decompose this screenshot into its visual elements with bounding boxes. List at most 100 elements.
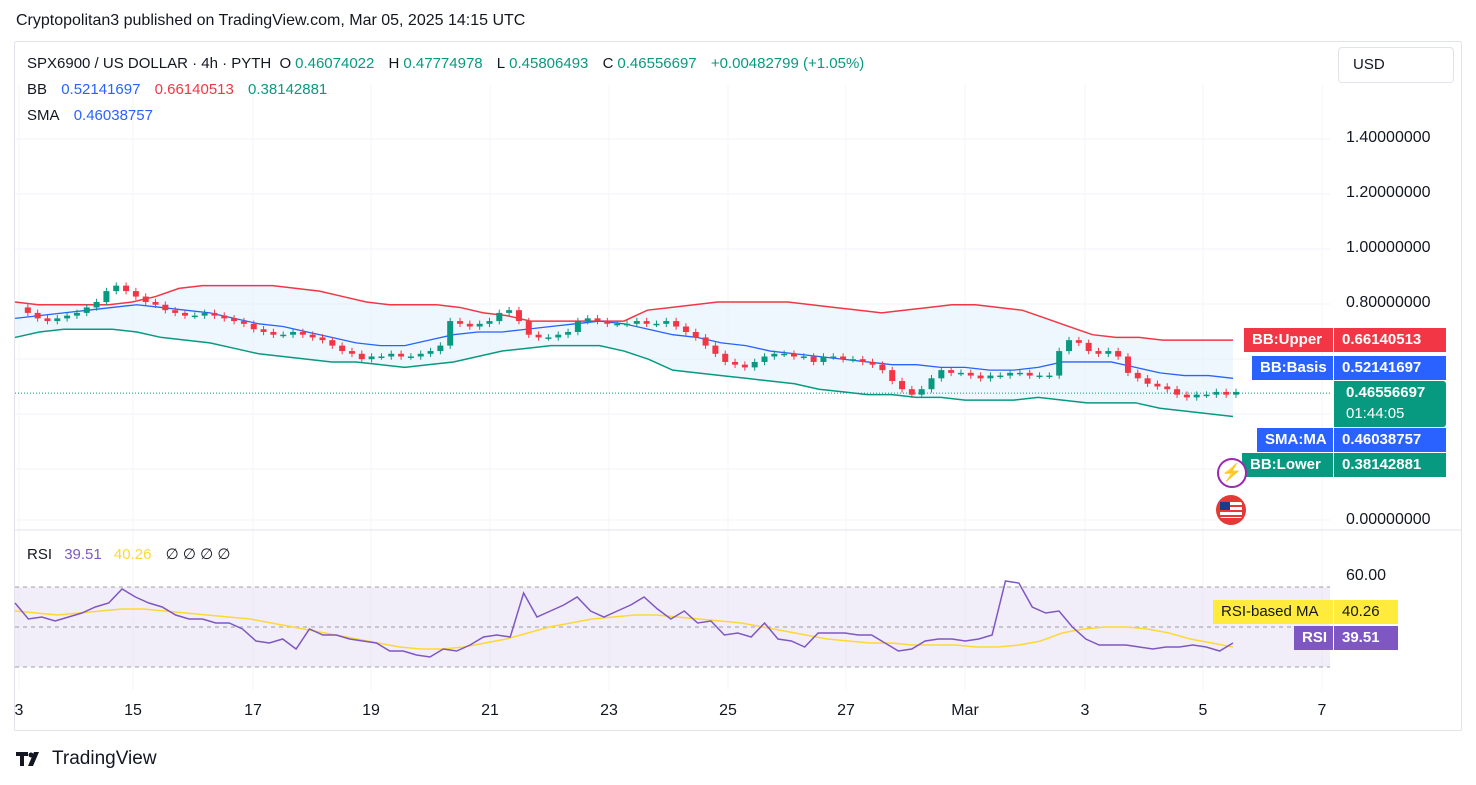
x-label-4: 21 [481,702,499,719]
candle-body-83 [830,356,837,358]
rsi-ma-legend-value: 40.26 [113,546,152,563]
candle-body-88 [879,364,886,371]
candle-body-21 [221,315,228,319]
candle-body-107 [1066,340,1073,352]
bb-basis-tag-label: BB:Basis [1252,356,1333,380]
bb-upper-line [14,284,1233,341]
candle-body-57 [574,321,581,332]
candle-body-109 [1085,342,1092,352]
candle-body-24 [250,323,257,330]
candle-body-34 [348,351,355,354]
candle-body-80 [800,356,807,358]
published-caption: Cryptopolitan3 published on TradingView.… [16,12,526,29]
rsi-axis-tick: 60.00 [1346,567,1387,584]
x-label-7: 27 [837,702,855,719]
x-label-2: 17 [244,702,262,719]
candle-body-71 [712,345,719,354]
candle-body-58 [584,318,591,322]
last-price-tag: 0.46556697 01:44:05 [1334,381,1446,427]
candle-body-68 [682,326,689,332]
lightning-event-icon[interactable]: ⚡ [1217,458,1247,488]
bb-basis-tag-value: 0.52141697 [1334,356,1446,380]
candle-body-15 [162,304,169,311]
candle-body-82 [820,356,827,362]
x-label-3: 19 [362,702,380,719]
candle-body-16 [172,310,179,313]
candle-body-42 [427,351,434,354]
candle-body-56 [565,331,572,335]
candle-body-29 [299,331,306,335]
candle-body-22 [231,318,238,322]
rsi-ma-tag-value: 40.26 [1334,600,1398,624]
symbol-title[interactable]: SPX6900 / US DOLLAR · 4h · PYTH [27,55,272,72]
candle-body-2 [34,312,41,319]
candle-body-13 [142,296,149,302]
candle-body-100 [997,375,1004,378]
candle-body-39 [398,353,405,357]
candle-body-45 [457,321,464,324]
candle-body-65 [653,323,660,326]
tradingview-brand[interactable]: TradingView [16,748,157,770]
candle-body-122 [1213,391,1220,395]
candle-body-104 [1036,375,1043,378]
candle-body-105 [1046,375,1053,378]
candle-body-117 [1164,386,1171,390]
price-tick-1: 1.40000000 [1346,129,1431,146]
tradingview-logo-icon [16,752,39,766]
candle-body-79 [790,353,797,357]
candle-body-5 [64,315,71,319]
candle-body-59 [594,318,601,322]
rsi-ma-line [14,608,1234,650]
last-price-value: 0.46556697 [1346,384,1426,401]
candle-body-33 [339,345,346,352]
candle-body-63 [633,321,640,324]
candle-body-28 [290,331,297,335]
candle-body-12 [132,291,139,297]
high-value: 0.47774978 [403,55,483,72]
candle-body-23 [240,321,247,324]
sma-legend[interactable]: SMA 0.46038757 [27,107,157,124]
candle-body-121 [1203,394,1210,397]
rsi-legend[interactable]: RSI 39.51 40.26 ∅ ∅ ∅ ∅ [27,545,230,563]
candle-body-118 [1174,389,1181,395]
candle-body-11 [123,285,130,292]
currency-button[interactable]: USD [1338,47,1454,83]
candle-body-3 [44,318,51,322]
bb-upper-tag-value: 0.66140513 [1334,328,1446,352]
candle-body-119 [1183,394,1190,398]
candle-body-19 [201,312,208,316]
rsi-tag-value: 39.51 [1334,626,1398,650]
x-label-0: 3 [14,702,24,719]
candle-body-90 [899,381,906,390]
candle-body-74 [741,364,748,368]
candle-body-10 [113,285,120,292]
candle-body-78 [781,353,788,356]
candle-body-95 [948,370,955,373]
candle-body-103 [1026,372,1033,376]
us-flag-event-icon[interactable] [1216,495,1246,525]
candle-body-81 [810,356,817,362]
candle-body-70 [702,337,709,346]
rsi-line [14,580,1234,658]
high-label: H [388,55,400,72]
bb-basis-value: 0.52141697 [61,81,141,98]
candle-body-6 [73,312,80,316]
rsi-empty-values: ∅ ∅ ∅ ∅ [165,546,231,563]
bb-lower-value: 0.38142881 [248,81,328,98]
candle-body-8 [93,302,100,308]
candle-body-51 [515,310,522,322]
rsi-ma-tag-label: RSI-based MA [1213,600,1333,624]
candle-body-92 [918,389,925,395]
candle-body-66 [663,321,670,324]
candle-body-48 [486,321,493,324]
candle-body-50 [506,310,513,313]
x-label-5: 23 [600,702,618,719]
sma-tag-label: SMA:MA [1257,428,1333,452]
price-tick-3: 1.00000000 [1346,239,1431,256]
candle-body-94 [938,370,945,379]
sma-tag-value: 0.46038757 [1334,428,1446,452]
bb-legend[interactable]: BB 0.52141697 0.66140513 0.38142881 [27,81,331,98]
candle-body-54 [545,337,552,339]
x-label-6: 25 [719,702,737,719]
